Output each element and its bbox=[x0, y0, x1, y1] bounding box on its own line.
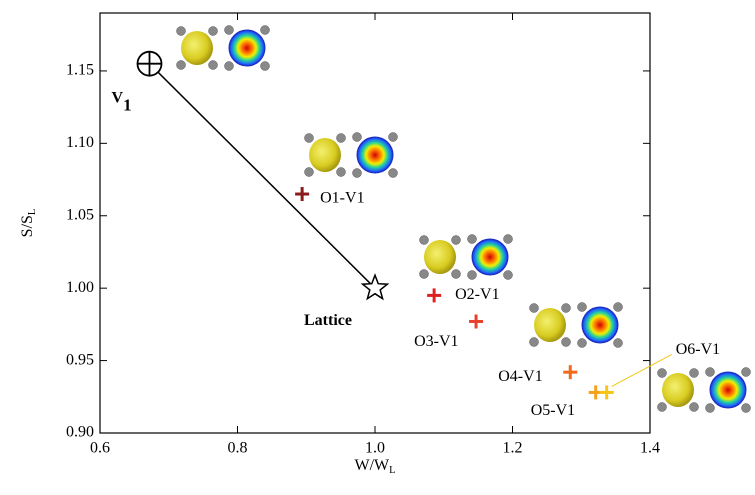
atom bbox=[352, 132, 362, 142]
atom bbox=[503, 270, 513, 280]
atom bbox=[208, 26, 218, 36]
atom bbox=[208, 60, 218, 70]
point bbox=[360, 273, 390, 301]
point-label: O4-V1 bbox=[498, 368, 542, 385]
x-tick-label: 1.0 bbox=[365, 440, 385, 457]
charge-map bbox=[471, 238, 509, 276]
point bbox=[469, 314, 484, 329]
point bbox=[427, 288, 442, 303]
atom bbox=[336, 167, 346, 177]
atom bbox=[577, 302, 587, 312]
atom bbox=[260, 25, 270, 35]
structure-image bbox=[529, 302, 623, 348]
atom bbox=[741, 367, 751, 377]
point-label: O1-V1 bbox=[320, 190, 364, 207]
y-axis-label-sub: L bbox=[27, 209, 38, 215]
charge-density bbox=[424, 240, 456, 274]
atom bbox=[657, 368, 667, 378]
atom bbox=[224, 25, 234, 35]
atom bbox=[304, 167, 314, 177]
atom bbox=[419, 235, 429, 245]
x-axis-label-sub: L bbox=[389, 465, 395, 476]
charge-density bbox=[534, 308, 566, 342]
y-tick-label: 1.05 bbox=[66, 206, 94, 223]
atom bbox=[388, 132, 398, 142]
atom bbox=[561, 337, 571, 347]
atom bbox=[657, 402, 667, 412]
point-label: O5-V1 bbox=[531, 402, 575, 419]
star-marker bbox=[360, 273, 390, 301]
structure-image bbox=[657, 367, 751, 413]
y-tick-label: 0.90 bbox=[66, 424, 94, 441]
charge-map bbox=[581, 306, 619, 344]
atom bbox=[705, 403, 715, 413]
atom bbox=[741, 403, 751, 413]
x-tick-label: 1.4 bbox=[640, 440, 660, 457]
y-axis-label: S/SL bbox=[19, 209, 39, 238]
charge-map bbox=[356, 136, 394, 174]
atom bbox=[705, 367, 715, 377]
y-axis-label-main: S/S bbox=[19, 215, 36, 237]
atom bbox=[224, 61, 234, 71]
atom bbox=[689, 368, 699, 378]
structure-image bbox=[176, 25, 270, 71]
atom bbox=[577, 338, 587, 348]
x-axis-label-main: W/W bbox=[354, 457, 390, 474]
point bbox=[563, 365, 578, 380]
x-tick-label: 0.8 bbox=[228, 440, 248, 457]
y-tick-label: 1.00 bbox=[66, 279, 94, 296]
atom bbox=[451, 235, 461, 245]
y-tick-label: 0.95 bbox=[66, 351, 94, 368]
point-label: O2-V1 bbox=[455, 286, 499, 303]
point-label: Lattice bbox=[304, 312, 352, 329]
charge-density bbox=[309, 138, 341, 172]
charge-density bbox=[181, 31, 213, 65]
atom bbox=[503, 234, 513, 244]
atom bbox=[388, 168, 398, 178]
y-tick-label: 1.15 bbox=[66, 62, 94, 79]
plot-frame bbox=[99, 12, 651, 434]
atom bbox=[451, 269, 461, 279]
atom bbox=[304, 133, 314, 143]
atom bbox=[613, 338, 623, 348]
point-label: O3-V1 bbox=[414, 333, 458, 350]
atom bbox=[336, 133, 346, 143]
leader-line bbox=[611, 354, 672, 387]
atom bbox=[176, 26, 186, 36]
point-label: O6-V1 bbox=[676, 341, 720, 358]
atom bbox=[561, 303, 571, 313]
y-tick-label: 1.10 bbox=[66, 134, 94, 151]
charge-map bbox=[709, 371, 747, 409]
connector-line bbox=[148, 63, 376, 289]
atom bbox=[176, 60, 186, 70]
x-axis-label: W/WL bbox=[354, 457, 395, 477]
x-tick-label: 0.6 bbox=[90, 440, 110, 457]
x-tick-label: 1.2 bbox=[503, 440, 523, 457]
atom bbox=[467, 234, 477, 244]
point-label-sub: 1 bbox=[123, 95, 131, 114]
atom bbox=[260, 61, 270, 71]
atom bbox=[467, 270, 477, 280]
atom bbox=[613, 302, 623, 312]
charge-density bbox=[662, 373, 694, 407]
atom bbox=[529, 337, 539, 347]
point bbox=[136, 50, 163, 77]
point bbox=[599, 385, 614, 400]
atom bbox=[419, 269, 429, 279]
point bbox=[295, 187, 310, 202]
charge-map bbox=[228, 29, 266, 67]
atom bbox=[529, 303, 539, 313]
point-label-main: V bbox=[112, 89, 124, 106]
point-label: V1 bbox=[112, 89, 132, 114]
atom bbox=[352, 168, 362, 178]
structure-image bbox=[419, 234, 513, 280]
structure-image bbox=[304, 132, 398, 178]
atom bbox=[689, 402, 699, 412]
